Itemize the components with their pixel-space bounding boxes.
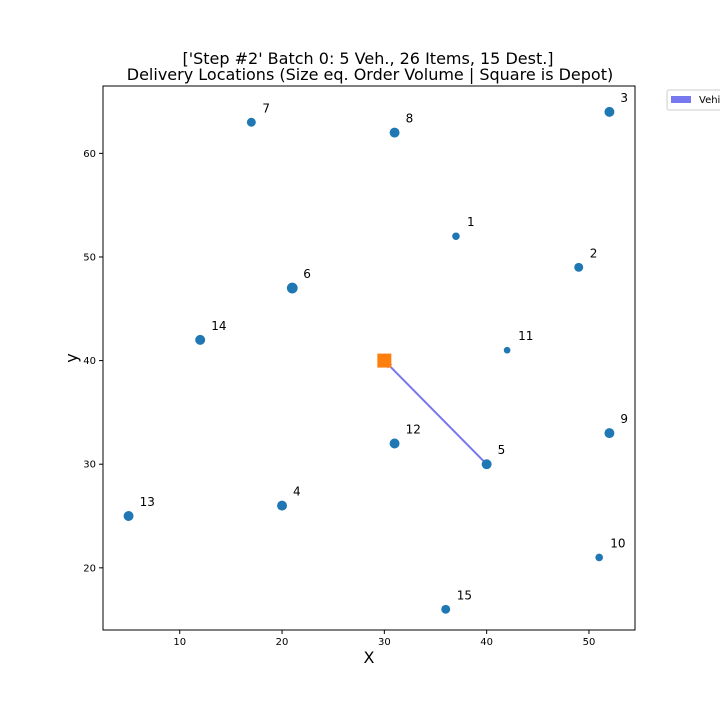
delivery-point-11 — [503, 346, 511, 354]
point-label-6: 6 — [303, 267, 311, 281]
y-axis-label: y — [62, 353, 81, 362]
point-label-11: 11 — [518, 329, 533, 343]
y-tick-label: 40 — [83, 356, 96, 367]
route-layer — [383, 359, 488, 465]
legend-entry-text: Vehi — [699, 95, 720, 106]
point-label-9: 9 — [620, 412, 628, 426]
point-label-4: 4 — [293, 485, 301, 499]
y-tick-label: 30 — [83, 460, 96, 471]
point-label-8: 8 — [406, 112, 414, 126]
x-tick-label: 20 — [276, 637, 289, 648]
delivery-point-8 — [389, 127, 400, 138]
y-tick-label: 50 — [83, 252, 96, 263]
x-axis-label: X — [364, 648, 375, 667]
legend-box — [666, 89, 720, 111]
x-tick-label: 50 — [583, 637, 596, 648]
route-line — [383, 359, 488, 465]
points-layer — [123, 106, 615, 614]
point-label-12: 12 — [406, 422, 421, 436]
delivery-point-9 — [604, 428, 615, 439]
legend-swatch — [671, 96, 691, 103]
chart-title-line1: ['Step #2' Batch 0: 5 Veh., 26 Items, 15… — [182, 49, 553, 68]
delivery-point-3 — [604, 106, 615, 117]
delivery-point-4 — [277, 500, 288, 511]
y-tick-label: 60 — [83, 149, 96, 160]
plot-frame — [102, 85, 636, 631]
legend: Vehi — [666, 89, 720, 111]
x-tick-label: 30 — [378, 637, 391, 648]
point-label-3: 3 — [620, 91, 628, 105]
delivery-point-5 — [481, 459, 492, 470]
delivery-point-7 — [246, 117, 256, 127]
delivery-point-12 — [389, 438, 400, 449]
y-tick-label: 20 — [83, 563, 96, 574]
delivery-point-13 — [123, 511, 134, 521]
point-label-13: 13 — [140, 495, 155, 509]
point-label-1: 1 — [467, 215, 475, 229]
point-label-7: 7 — [262, 101, 270, 115]
point-label-2: 2 — [590, 246, 598, 260]
point-label-15: 15 — [457, 588, 472, 602]
delivery-point-14 — [195, 334, 206, 345]
axis-ticks: 10 20 30 40 50 20 30 40 50 60 — [83, 149, 595, 648]
point-label-14: 14 — [211, 319, 226, 333]
delivery-point-6 — [286, 282, 298, 294]
chart-title-line2: Delivery Locations (Size eq. Order Volum… — [127, 65, 613, 84]
delivery-point-15 — [441, 604, 451, 614]
delivery-point-2 — [574, 262, 584, 272]
delivery-point-10 — [595, 553, 603, 562]
point-label-5: 5 — [498, 443, 506, 457]
x-tick-label: 10 — [173, 637, 186, 648]
x-tick-label: 40 — [480, 637, 493, 648]
depot-marker — [377, 353, 392, 368]
point-label-10: 10 — [610, 536, 625, 550]
delivery-point-1 — [452, 232, 460, 241]
